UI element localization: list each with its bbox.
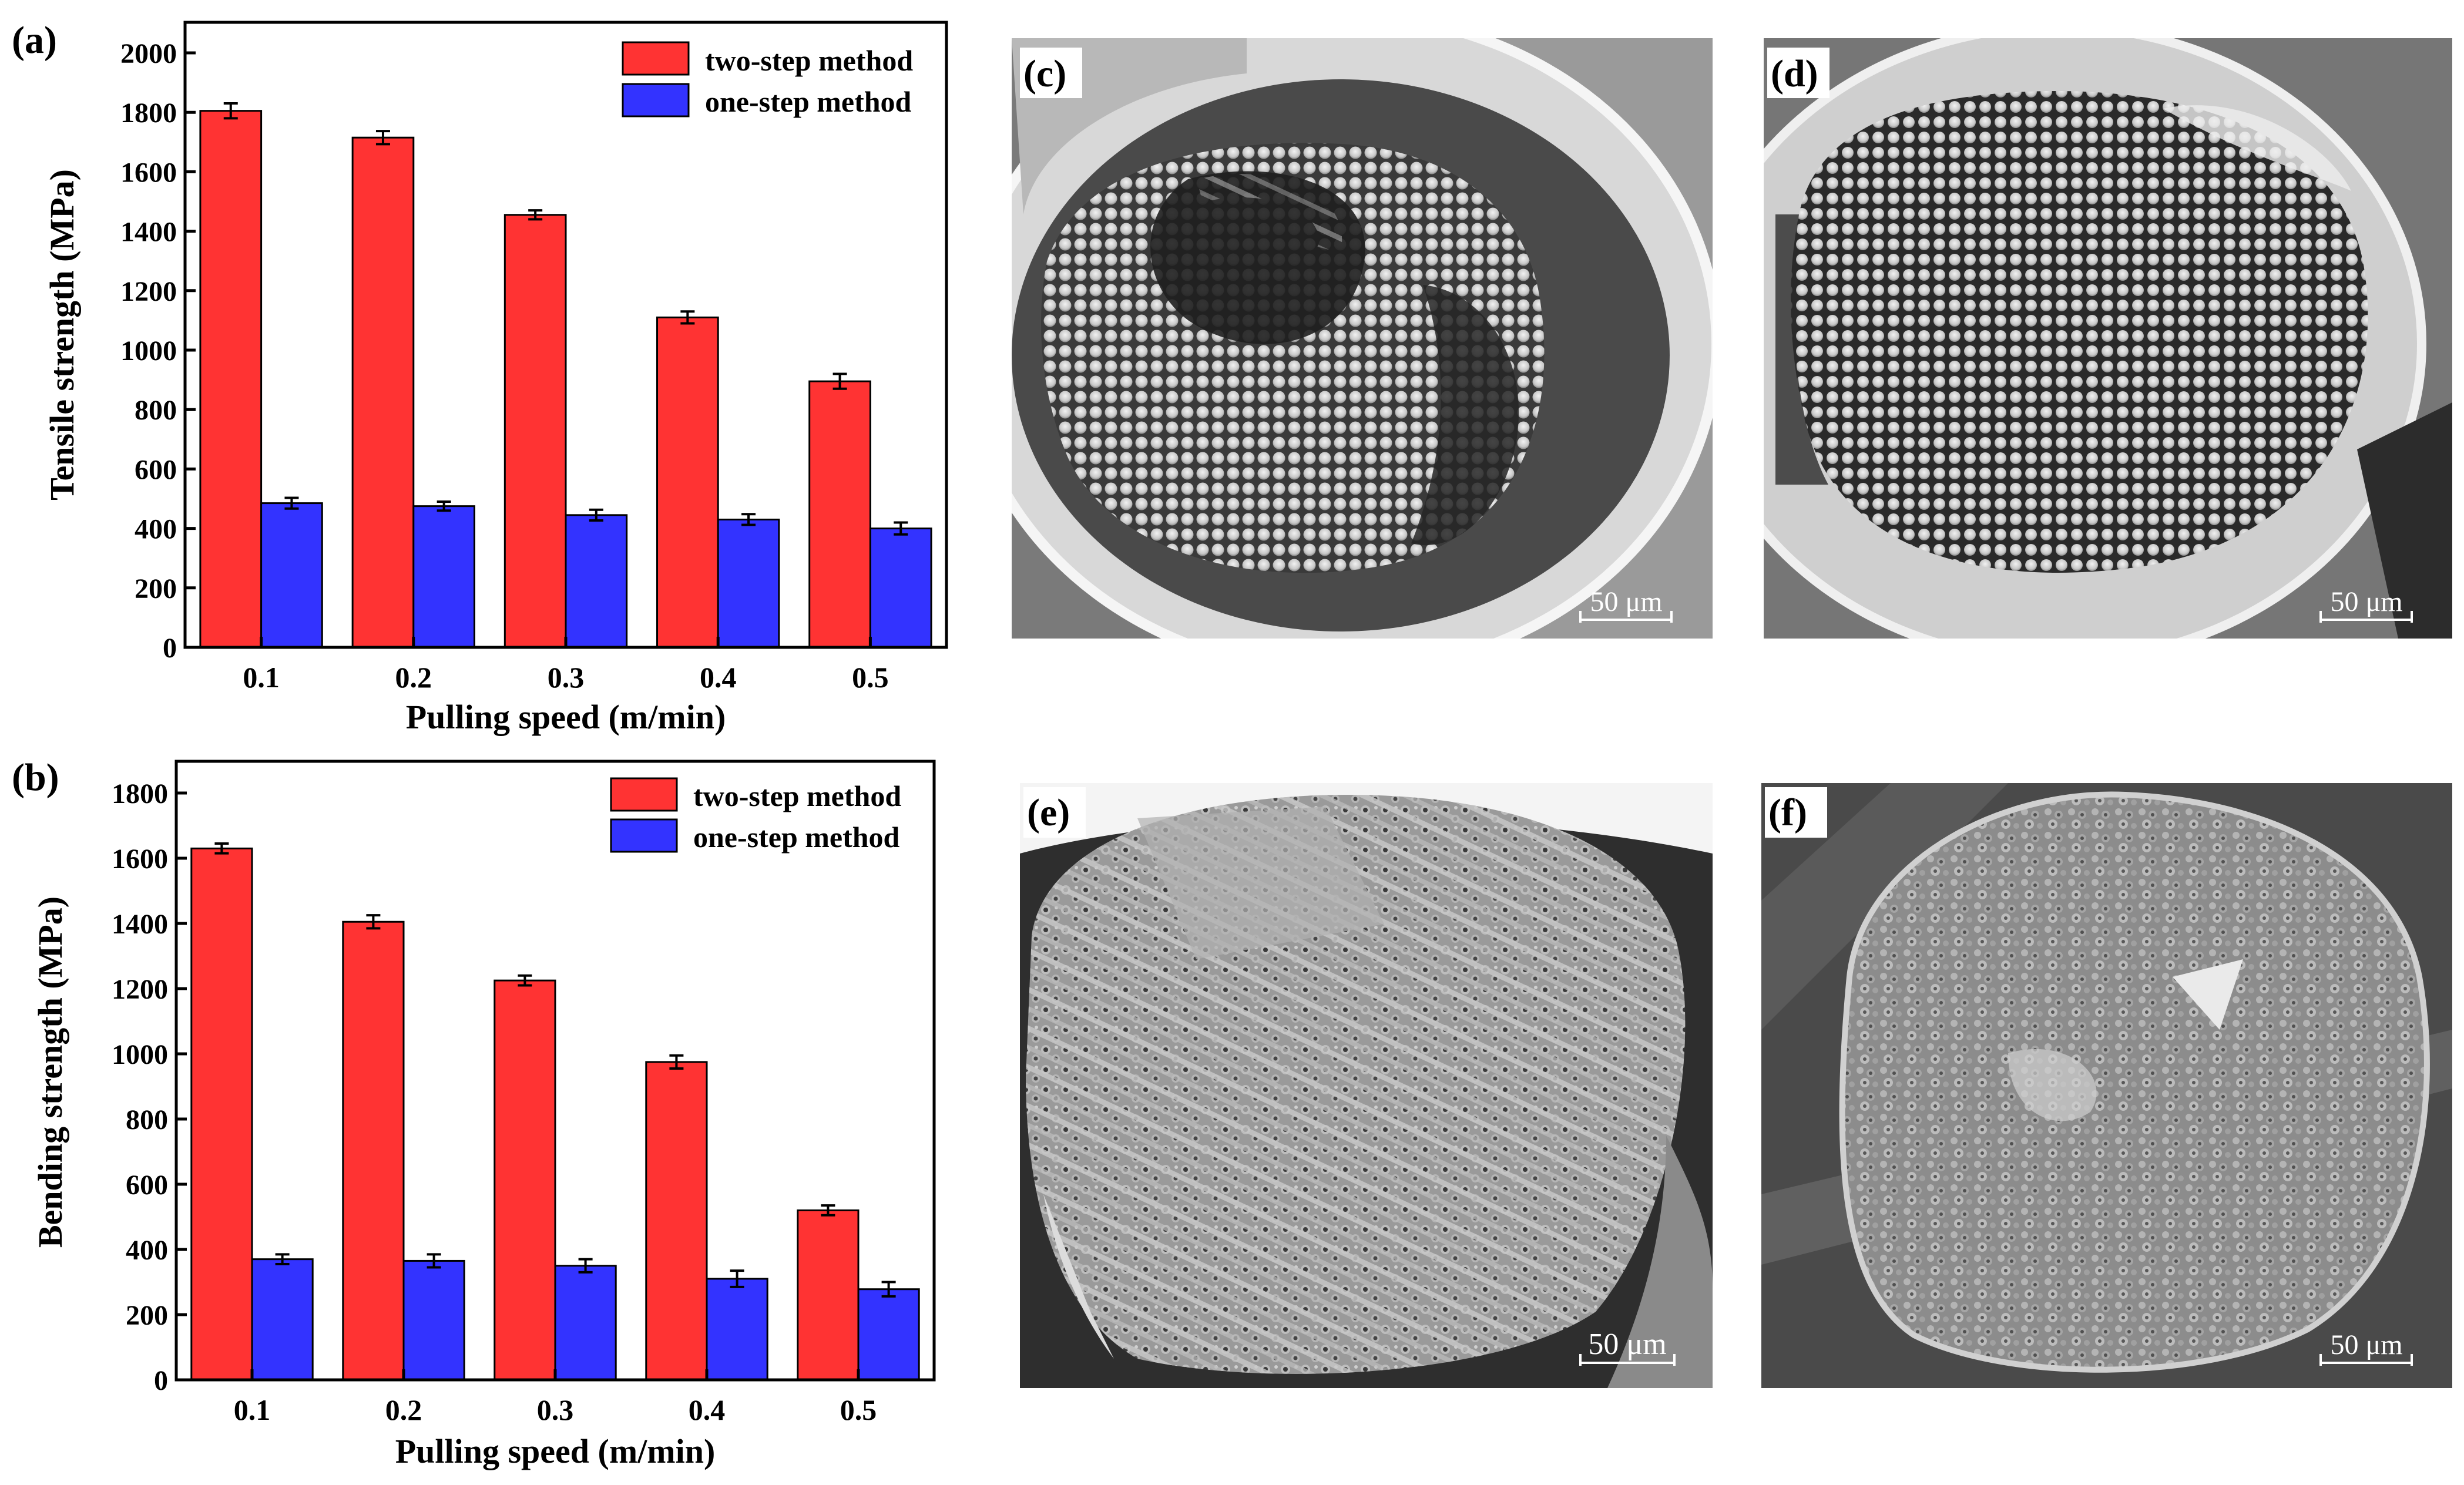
- y-tick-label: 2000: [120, 38, 177, 69]
- bar-two-step: [808, 380, 871, 649]
- y-tick-label: 1400: [120, 217, 177, 248]
- bar-one-step: [251, 1258, 314, 1381]
- panel-label-bg-d: [1767, 48, 1829, 98]
- y-tick-label: 1000: [120, 335, 177, 367]
- y-tick-label: 1800: [112, 778, 168, 809]
- y-tick-label: 1800: [120, 98, 177, 129]
- y-tick-label: 1000: [112, 1039, 168, 1070]
- x-tick-label: 0.1: [234, 1393, 271, 1426]
- x-tick-label: 0.3: [537, 1393, 574, 1426]
- legend-swatch-one-step: [622, 83, 690, 117]
- x-tick-label: 0.4: [689, 1393, 726, 1426]
- y-tick-label: 800: [126, 1104, 168, 1135]
- bar-one-step: [260, 502, 323, 649]
- y-axis-ticks: 0 200 400 600 800 1000 1200 1400 1600 1800: [112, 778, 187, 1396]
- bar-one-step: [869, 528, 932, 649]
- panel-label-f: (f): [1768, 791, 1807, 834]
- scale-bar-label-e: 50 μm: [1588, 1328, 1666, 1361]
- panel-label-e: (e): [1027, 791, 1070, 834]
- x-axis-ticks: 0.1 0.2 0.3 0.4 0.5: [234, 1369, 877, 1426]
- y-tick-label: 400: [135, 514, 177, 545]
- y-tick-label: 1600: [112, 844, 168, 875]
- bar-two-step: [190, 847, 253, 1381]
- y-tick-label: 0: [154, 1365, 168, 1396]
- sem-micrograph-c: [1012, 38, 1713, 639]
- bar-two-step: [351, 136, 415, 649]
- tensile-bars: [199, 110, 932, 649]
- sem-image-c: (c) 50 μm: [1012, 38, 1713, 639]
- y-tick-label: 1200: [120, 276, 177, 307]
- y-tick-label: 200: [126, 1300, 168, 1331]
- bar-one-step: [857, 1288, 920, 1381]
- legend-label-two-step: two-step method: [693, 780, 901, 812]
- x-tick-label: 0.2: [385, 1393, 422, 1426]
- panel-label-bg-e: [1023, 787, 1086, 838]
- y-tick-label: 1600: [120, 157, 177, 188]
- x-axis-label: Pulling speed (m/min): [395, 1432, 716, 1470]
- legend-label-two-step: two-step method: [705, 44, 913, 77]
- y-axis-ticks: 0 200 400 600 800 1000 1200 1400 1600 1800 2000: [120, 38, 196, 664]
- panel-label-bg-c: [1020, 48, 1082, 98]
- scale-bar-label-d: 50 μm: [2330, 586, 2402, 617]
- bar-two-step: [342, 920, 405, 1381]
- legend-swatch-two-step: [610, 777, 678, 812]
- bar-two-step: [797, 1209, 860, 1381]
- x-axis-ticks: 0.1 0.2 0.3 0.4 0.5: [243, 637, 889, 694]
- bar-one-step: [554, 1265, 617, 1381]
- panel-label-c: (c): [1023, 52, 1066, 95]
- panel-label-d: (d): [1771, 52, 1818, 95]
- x-tick-label: 0.5: [852, 661, 889, 694]
- bending-error-bars: [214, 842, 896, 1298]
- y-tick-label: 800: [135, 395, 177, 426]
- bending-bars: [190, 847, 920, 1381]
- y-tick-label: 200: [135, 573, 177, 604]
- x-tick-label: 0.2: [395, 661, 432, 694]
- x-tick-label: 0.3: [548, 661, 585, 694]
- y-axis-label: Bending strength (MPa): [31, 896, 69, 1248]
- y-tick-label: 1200: [112, 974, 168, 1005]
- sem-micrograph-f: [1761, 783, 2452, 1388]
- bar-one-step: [402, 1259, 465, 1381]
- x-tick-label: 0.4: [700, 661, 737, 694]
- y-tick-label: 600: [135, 454, 177, 485]
- sem-micrograph-d: [1764, 38, 2452, 639]
- panel-label-a: (a): [12, 19, 57, 62]
- y-tick-label: 600: [126, 1170, 168, 1201]
- bar-two-step: [199, 110, 263, 649]
- x-axis-label: Pulling speed (m/min): [406, 698, 726, 736]
- y-tick-label: 0: [163, 633, 177, 664]
- legend-swatch-two-step: [622, 41, 690, 76]
- x-tick-label: 0.1: [243, 661, 280, 694]
- legend-swatch-one-step: [610, 818, 678, 853]
- scale-bar-label-f: 50 μm: [2330, 1329, 2402, 1360]
- tensile-error-bars: [223, 102, 908, 536]
- sem-image-d: (d) 50 μm: [1764, 38, 2452, 639]
- bending-strength-chart: (b) 0 200 400 600 800 1000 1200 1400 1600 1800 0.…: [12, 756, 936, 1470]
- y-tick-label: 1400: [112, 909, 168, 940]
- bar-one-step: [565, 514, 628, 649]
- bar-one-step: [717, 518, 780, 649]
- sem-image-e: (e) 50 μm: [1020, 783, 1713, 1388]
- y-tick-label: 400: [126, 1235, 168, 1266]
- y-axis-label: Tensile strength (MPa): [43, 169, 81, 500]
- bar-two-step: [494, 979, 556, 1381]
- sem-image-f: (f) 50 μm: [1761, 783, 2452, 1388]
- legend: two-step method one-step method: [622, 41, 913, 118]
- bar-two-step: [645, 1061, 708, 1381]
- scale-bar-label-c: 50 μm: [1590, 586, 1662, 617]
- bar-one-step: [412, 505, 475, 649]
- tensile-strength-chart: (a) 0 200 400 600 800 1000 1200 1400 1600 1800 200…: [12, 19, 948, 736]
- panel-label-bg-f: [1765, 787, 1827, 838]
- x-tick-label: 0.5: [840, 1393, 877, 1426]
- legend-label-one-step: one-step method: [693, 821, 900, 854]
- bar-two-step: [503, 214, 567, 649]
- bar-two-step: [656, 316, 719, 649]
- legend-label-one-step: one-step method: [705, 85, 912, 118]
- sem-micrograph-e: [1020, 783, 1713, 1388]
- bar-one-step: [706, 1278, 768, 1381]
- panel-label-b: (b): [12, 756, 59, 799]
- legend: two-step method one-step method: [610, 777, 901, 854]
